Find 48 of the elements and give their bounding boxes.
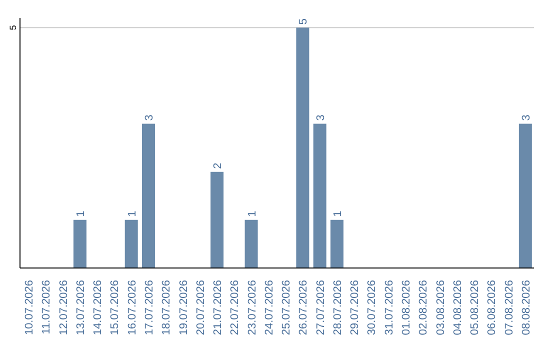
x-tick-label: 10.07.2026: [24, 280, 36, 336]
x-tick-label: 25.07.2026: [280, 280, 293, 336]
bar: [313, 124, 326, 268]
x-tick-label: 19.07.2026: [178, 280, 190, 336]
bar: [330, 220, 344, 268]
x-tick-label: 04.08.2026: [452, 280, 464, 336]
x-tick-label: 18.07.2026: [160, 280, 173, 336]
x-tick-label: 08.08.2026: [520, 280, 532, 336]
x-tick-label: 26.07.2026: [298, 280, 310, 336]
bar: [244, 220, 258, 268]
data-label: 1: [332, 210, 344, 217]
data-label: 3: [143, 114, 156, 121]
x-tick-label: 07.08.2026: [503, 280, 516, 336]
x-tick-label: 28.07.2026: [332, 280, 344, 336]
x-tick-label: 20.07.2026: [194, 280, 207, 336]
x-tick-label: 16.07.2026: [126, 280, 138, 336]
data-label: 3: [520, 114, 532, 121]
x-tick-label: 03.08.2026: [434, 280, 447, 336]
bar: [124, 220, 138, 268]
x-tick-label: 17.07.2026: [144, 280, 156, 336]
bar: [142, 124, 155, 268]
x-tick-label: 24.07.2026: [263, 280, 276, 336]
x-tick-label: 14.07.2026: [92, 280, 104, 336]
data-label: 2: [212, 162, 224, 169]
data-label: 1: [246, 210, 258, 217]
x-tick-label: 05.08.2026: [469, 280, 482, 336]
data-label: 3: [314, 114, 327, 121]
x-tick-label: 01.08.2026: [400, 280, 412, 336]
x-tick-label: 22.07.2026: [229, 280, 242, 336]
x-tick-label: 31.07.2026: [383, 280, 396, 336]
x-tick-label: 06.08.2026: [486, 280, 498, 336]
data-label: 1: [126, 210, 138, 217]
bar: [518, 124, 532, 268]
x-tick-label: 30.07.2026: [366, 280, 378, 336]
x-tick-label: 02.08.2026: [418, 280, 430, 336]
data-label: 1: [74, 210, 87, 217]
bar: [210, 172, 224, 268]
bar: [73, 220, 86, 268]
data-label: 5: [298, 18, 310, 25]
x-tick-label: 13.07.2026: [74, 280, 87, 336]
x-tick-label: 11.07.2026: [40, 280, 53, 334]
x-tick-label: 27.07.2026: [314, 280, 327, 336]
x-tick-label: 12.07.2026: [58, 280, 70, 336]
x-tick-label: 23.07.2026: [246, 280, 258, 336]
x-tick-label: 21.07.2026: [212, 280, 224, 336]
x-tick-label: 15.07.2026: [109, 280, 122, 336]
x-tick-label: 29.07.2026: [349, 280, 362, 336]
bar: [296, 28, 310, 268]
